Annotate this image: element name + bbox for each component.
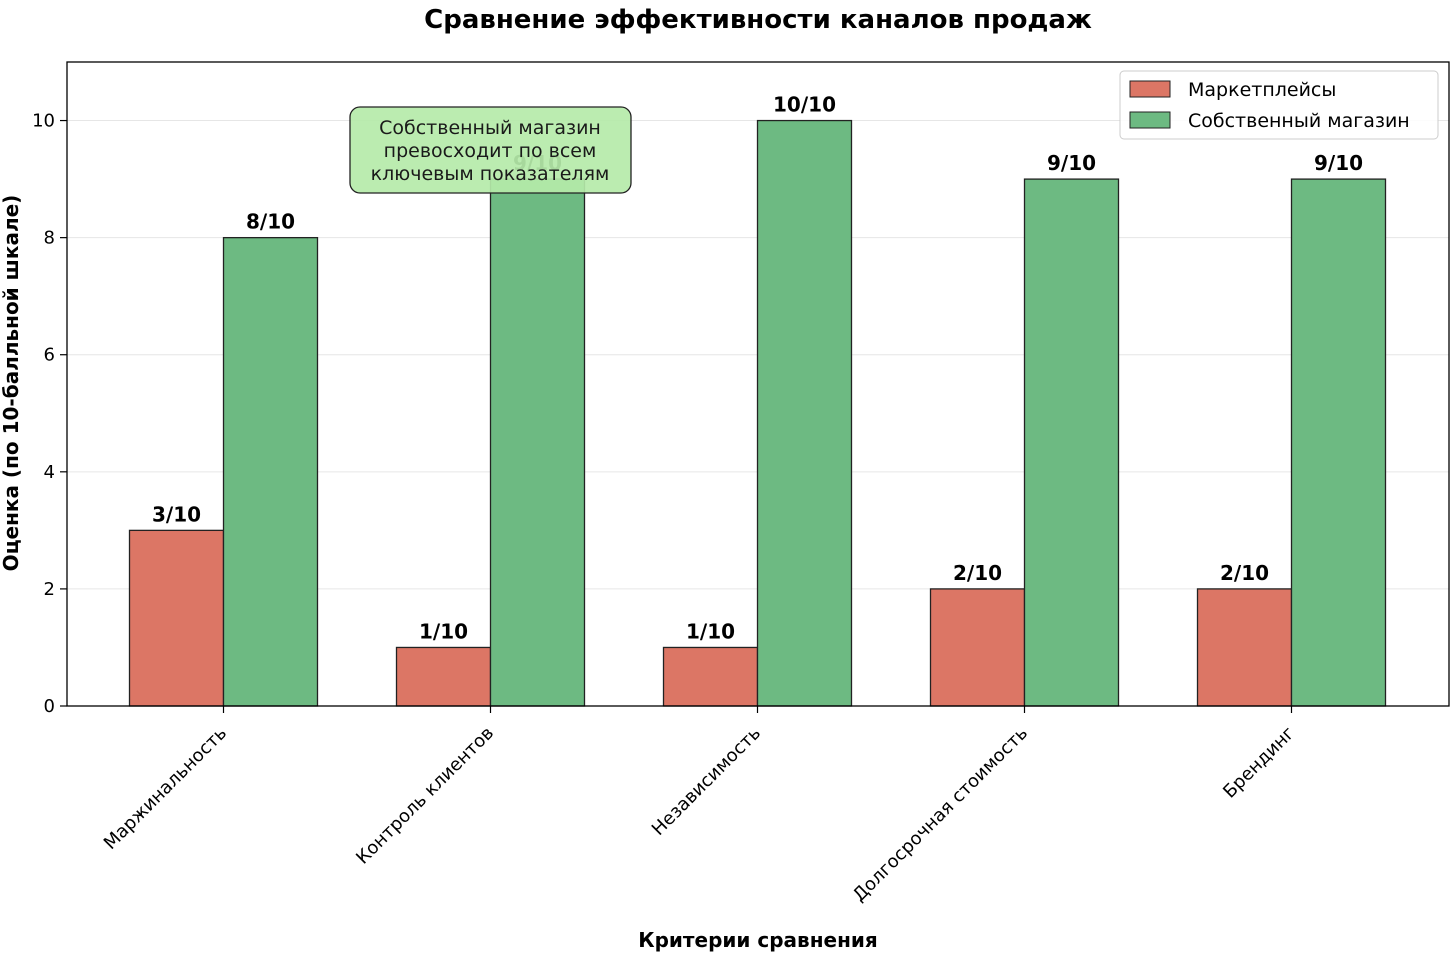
x-tick-label: Долгосрочная стоимость bbox=[849, 723, 1032, 906]
annotation-text-line: превосходит по всем bbox=[384, 140, 597, 162]
y-tick-label: 4 bbox=[44, 462, 55, 483]
x-tick-label: Маржинальность bbox=[100, 723, 231, 854]
bar-marketplaces bbox=[128, 529, 225, 707]
bar-own-store bbox=[489, 178, 586, 707]
legend-entry: Собственный магазин bbox=[1188, 110, 1410, 132]
data-label: 2/10 bbox=[1220, 561, 1269, 585]
bar-marketplaces bbox=[395, 646, 492, 707]
annotation-text-line: ключевым показателям bbox=[371, 163, 610, 185]
bar-own-store bbox=[756, 119, 853, 707]
bar-own-store bbox=[222, 236, 319, 707]
y-axis: 0 2 4 6 8 10 bbox=[32, 111, 67, 717]
x-axis-label: Критерии сравнения bbox=[638, 928, 878, 952]
data-label: 1/10 bbox=[419, 619, 468, 643]
bar-marketplaces bbox=[1196, 588, 1293, 707]
legend-entry: Маркетплейсы bbox=[1188, 79, 1336, 101]
bar-own-store bbox=[1023, 178, 1120, 707]
x-tick-label: Контроль клиентов bbox=[352, 723, 498, 869]
x-axis: Маржинальность Контроль клиентов Независим… bbox=[100, 706, 1299, 906]
bar-marketplaces bbox=[662, 646, 759, 707]
data-label: 1/10 bbox=[686, 619, 735, 643]
bar-own-store bbox=[1290, 178, 1387, 707]
data-label: 9/10 bbox=[1047, 151, 1096, 175]
annotation-text-line: Собственный магазин bbox=[379, 117, 601, 139]
data-label: 10/10 bbox=[773, 93, 836, 117]
y-tick-label: 6 bbox=[44, 345, 55, 366]
bar-marketplaces bbox=[929, 588, 1026, 707]
legend-swatch bbox=[1129, 111, 1171, 129]
bars bbox=[128, 119, 1387, 707]
x-tick-label: Брендинг bbox=[1219, 723, 1299, 803]
legend-box bbox=[1119, 70, 1439, 140]
legend: Маркетплейсы Собственный магазин bbox=[1119, 70, 1439, 140]
y-tick-label: 2 bbox=[44, 579, 55, 600]
chart-title: Сравнение эффективности каналов продаж bbox=[424, 5, 1092, 35]
data-label: 3/10 bbox=[152, 502, 201, 526]
y-tick-label: 0 bbox=[44, 696, 55, 717]
legend-swatch bbox=[1129, 80, 1171, 98]
data-label: 2/10 bbox=[953, 561, 1002, 585]
data-label: 9/10 bbox=[1314, 151, 1363, 175]
y-tick-label: 10 bbox=[32, 111, 55, 132]
y-axis-label: Оценка (по 10-балльной шкале) bbox=[0, 195, 23, 572]
y-tick-label: 8 bbox=[44, 228, 55, 249]
data-label: 8/10 bbox=[246, 210, 295, 234]
x-tick-label: Независимость bbox=[648, 723, 765, 840]
annotation-background bbox=[349, 106, 632, 194]
